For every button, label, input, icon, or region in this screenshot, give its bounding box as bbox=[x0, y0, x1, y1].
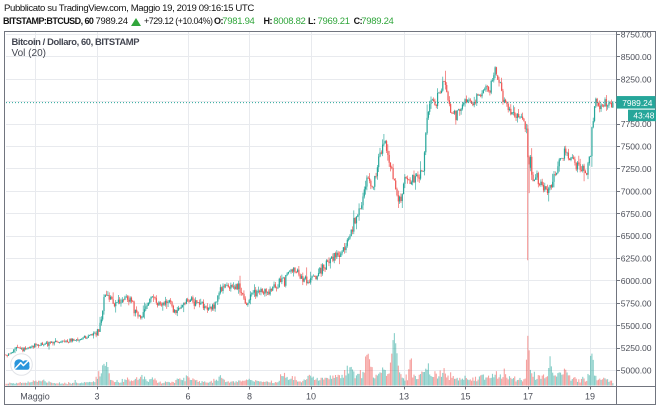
svg-text:6250.00: 6250.00 bbox=[621, 254, 652, 264]
svg-text:6: 6 bbox=[185, 392, 190, 402]
svg-text:5500.00: 5500.00 bbox=[621, 321, 652, 331]
svg-text:6000.00: 6000.00 bbox=[621, 276, 652, 286]
svg-text:Maggio: Maggio bbox=[20, 392, 50, 402]
svg-text:3: 3 bbox=[94, 392, 99, 402]
svg-text:8750.00: 8750.00 bbox=[621, 30, 652, 40]
svg-text:43:48: 43:48 bbox=[633, 110, 654, 120]
svg-text:6500.00: 6500.00 bbox=[621, 231, 652, 241]
svg-text:8500.00: 8500.00 bbox=[621, 52, 652, 62]
svg-text:10: 10 bbox=[306, 392, 316, 402]
svg-text:17: 17 bbox=[523, 392, 533, 402]
svg-text:15: 15 bbox=[460, 392, 470, 402]
svg-text:7250.00: 7250.00 bbox=[621, 164, 652, 174]
svg-text:8: 8 bbox=[247, 392, 252, 402]
svg-text:5750.00: 5750.00 bbox=[621, 298, 652, 308]
svg-text:5250.00: 5250.00 bbox=[621, 343, 652, 353]
svg-text:5000.00: 5000.00 bbox=[621, 366, 652, 376]
svg-text:7000.00: 7000.00 bbox=[621, 186, 652, 196]
svg-text:7989.24: 7989.24 bbox=[622, 98, 653, 108]
svg-text:7500.00: 7500.00 bbox=[621, 142, 652, 152]
svg-text:19: 19 bbox=[585, 392, 595, 402]
svg-text:13: 13 bbox=[399, 392, 409, 402]
svg-text:6750.00: 6750.00 bbox=[621, 209, 652, 219]
svg-text:7750.00: 7750.00 bbox=[621, 119, 652, 129]
svg-text:8250.00: 8250.00 bbox=[621, 74, 652, 84]
